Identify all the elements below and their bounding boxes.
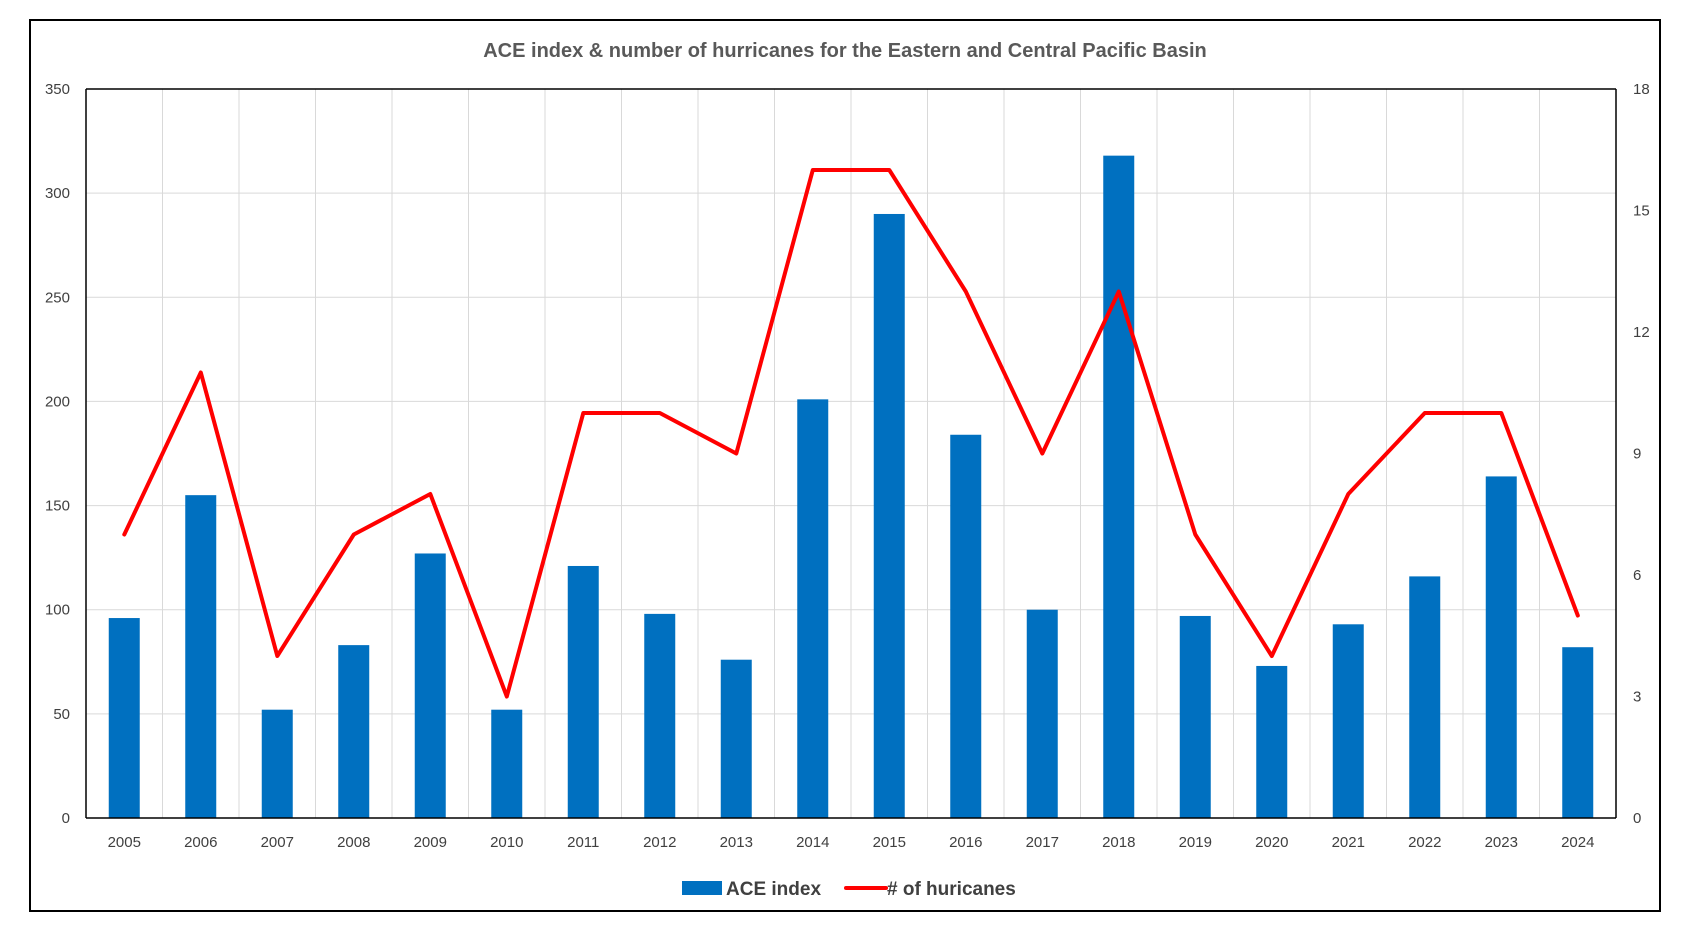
- bar-ace-2024: [1562, 647, 1594, 818]
- hurricane-point-2014: [811, 168, 815, 172]
- ace-index-bars: [108, 155, 1594, 818]
- y-right-tick-label: 18: [1633, 81, 1650, 98]
- y-left-tick-label: 250: [45, 289, 70, 306]
- y-left-tick-label: 350: [45, 81, 70, 98]
- x-tick-label: 2016: [949, 834, 982, 851]
- bar-ace-2015: [873, 213, 905, 818]
- bar-ace-2021: [1332, 624, 1364, 818]
- chart-title: ACE index & number of hurricanes for the…: [483, 40, 1207, 62]
- y-right-tick-label: 15: [1633, 203, 1650, 220]
- bar-ace-2014: [797, 399, 829, 818]
- x-tick-label: 2017: [1026, 834, 1059, 851]
- hurricane-point-2017: [1040, 452, 1044, 455]
- x-tick-label: 2013: [720, 834, 753, 851]
- legend-label-hurricanes: # of huricanes: [887, 879, 1016, 900]
- hurricane-point-2007: [275, 654, 279, 658]
- legend-swatch-ace-index: [682, 881, 722, 895]
- bar-ace-2011: [567, 565, 599, 818]
- hurricane-point-2016: [964, 290, 968, 293]
- y-left-tick-label: 50: [53, 706, 70, 723]
- bar-ace-2017: [1026, 609, 1058, 818]
- x-tick-label: 2014: [796, 834, 829, 851]
- legend-label-ace-index: ACE index: [726, 879, 821, 900]
- hurricane-point-2012: [658, 411, 662, 415]
- hurricane-point-2010: [505, 695, 509, 698]
- y-right-tick-label: 6: [1633, 567, 1641, 584]
- hurricane-point-2018: [1117, 290, 1121, 293]
- bar-ace-2016: [950, 434, 982, 818]
- bar-ace-2006: [185, 495, 217, 818]
- hurricane-point-2013: [734, 452, 738, 455]
- x-tick-label: 2005: [108, 834, 141, 851]
- hurricane-point-2006: [199, 371, 203, 374]
- y-left-tick-label: 100: [45, 602, 70, 619]
- x-tick-label: 2006: [184, 834, 217, 851]
- x-tick-label: 2021: [1332, 834, 1365, 851]
- y-left-tick-label: 200: [45, 393, 70, 410]
- legend: ACE index # of huricanes: [682, 879, 1016, 900]
- y-left-tick-label: 300: [45, 185, 70, 202]
- bar-ace-2005: [108, 618, 140, 818]
- y-right-tick-label: 9: [1633, 446, 1641, 463]
- bar-ace-2013: [720, 659, 752, 818]
- y-left-tick-label: 0: [62, 810, 70, 827]
- x-tick-label: 2012: [643, 834, 676, 851]
- x-tick-label: 2010: [490, 834, 523, 851]
- hurricane-point-2008: [352, 533, 356, 536]
- hurricane-point-2020: [1270, 654, 1274, 658]
- bar-ace-2010: [491, 709, 523, 818]
- hurricane-point-2015: [887, 168, 891, 172]
- hurricane-point-2022: [1423, 411, 1427, 415]
- chart-frame: [29, 19, 1661, 912]
- x-tick-label: 2008: [337, 834, 370, 851]
- hurricane-point-2009: [428, 492, 432, 496]
- hurricane-point-2005: [122, 533, 126, 536]
- bar-ace-2022: [1409, 576, 1441, 818]
- hurricane-point-2021: [1346, 492, 1350, 496]
- bar-ace-2023: [1485, 476, 1517, 818]
- hurricane-point-2024: [1576, 614, 1580, 617]
- x-tick-label: 2015: [873, 834, 906, 851]
- x-tick-label: 2024: [1561, 834, 1594, 851]
- bar-ace-2009: [414, 553, 446, 818]
- bar-ace-2008: [338, 645, 370, 818]
- y-left-tick-label: 150: [45, 498, 70, 515]
- bar-ace-2018: [1103, 155, 1135, 818]
- x-tick-label: 2023: [1485, 834, 1518, 851]
- bar-ace-2020: [1256, 665, 1288, 818]
- y-right-tick-label: 12: [1633, 324, 1650, 341]
- hurricane-point-2019: [1193, 533, 1197, 536]
- axes: 0 50 100 150 200 250 300 350 0 3 6 9 12 15 18 2005 2006 2…: [45, 81, 1650, 851]
- bar-ace-2012: [644, 613, 676, 818]
- hurricane-count-line: [122, 168, 1580, 699]
- bar-ace-2019: [1179, 615, 1211, 818]
- y-right-tick-label: 0: [1633, 810, 1641, 827]
- x-tick-label: 2019: [1179, 834, 1212, 851]
- bar-ace-2007: [261, 709, 293, 818]
- x-tick-label: 2009: [414, 834, 447, 851]
- hurricane-count-series-line: [122, 168, 1580, 699]
- hurricane-point-2023: [1499, 411, 1503, 415]
- x-tick-label: 2018: [1102, 834, 1135, 851]
- y-right-tick-label: 3: [1633, 689, 1641, 706]
- x-tick-label: 2020: [1255, 834, 1288, 851]
- x-tick-label: 2011: [567, 834, 599, 851]
- hurricane-point-2011: [581, 411, 585, 415]
- x-tick-label: 2007: [261, 834, 294, 851]
- x-tick-label: 2022: [1408, 834, 1441, 851]
